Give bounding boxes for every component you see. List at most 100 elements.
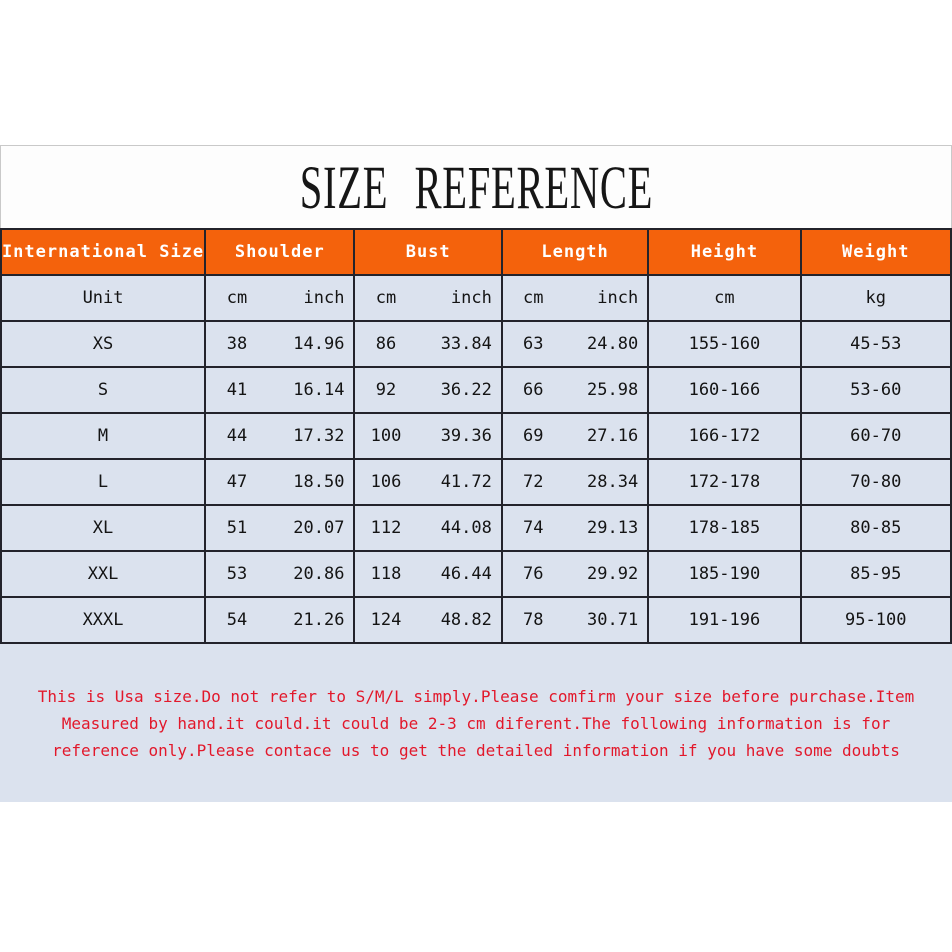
height-cell: 160-166 xyxy=(649,368,802,412)
length-cm-value: 72 xyxy=(522,472,544,492)
size-cell: M xyxy=(2,414,207,458)
size-table: International Size Shoulder Bust Length … xyxy=(0,228,952,644)
bust-cell: 112 44.08 xyxy=(355,506,503,550)
shoulder-cell: 47 18.50 xyxy=(206,460,356,504)
length-inch-value: 24.80 xyxy=(587,334,639,354)
length-cell: 69 27.16 xyxy=(503,414,650,458)
height-unit-cell: cm xyxy=(649,276,802,320)
length-inch-value: 25.98 xyxy=(587,380,639,400)
bust-cell: 86 33.84 xyxy=(355,322,503,366)
shoulder-cell: 54 21.26 xyxy=(206,598,356,642)
height-cell: 185-190 xyxy=(649,552,802,596)
size-cell: XL xyxy=(2,506,207,550)
column-header-shoulder: Shoulder xyxy=(206,230,356,274)
bust-cm-value: 92 xyxy=(375,380,397,400)
weight-cell: 70-80 xyxy=(850,472,902,492)
bust-cell: 124 48.82 xyxy=(355,598,503,642)
shoulder-cm-value: 38 xyxy=(226,334,248,354)
length-cm-value: 78 xyxy=(522,610,544,630)
bust-inch-value: 33.84 xyxy=(440,334,492,354)
unit-label-cell: Unit xyxy=(2,276,207,320)
bust-unit-cm: cm xyxy=(375,288,397,308)
length-cm-value: 74 xyxy=(522,518,544,538)
bust-cm-value: 86 xyxy=(375,334,397,354)
shoulder-cell: 44 17.32 xyxy=(206,414,356,458)
shoulder-cm-value: 53 xyxy=(226,564,248,584)
shoulder-cm-value: 51 xyxy=(226,518,248,538)
disclaimer-note: This is Usa size.Do not refer to S/M/L s… xyxy=(0,644,952,802)
weight-cell: 60-70 xyxy=(850,426,902,446)
size-cell: L xyxy=(2,460,207,504)
bust-unit-inch: inch xyxy=(450,288,492,308)
length-inch-value: 29.92 xyxy=(587,564,639,584)
shoulder-cell: 51 20.07 xyxy=(206,506,356,550)
table-row-xs: XS 38 14.96 86 33.84 63 24.80 155-160 45… xyxy=(2,320,950,366)
shoulder-unit-cm: cm xyxy=(226,288,248,308)
shoulder-cell: 38 14.96 xyxy=(206,322,356,366)
weight-cell: 80-85 xyxy=(850,518,902,538)
length-cell: 78 30.71 xyxy=(503,598,650,642)
column-header-length: Length xyxy=(503,230,650,274)
shoulder-cm-value: 47 xyxy=(226,472,248,492)
shoulder-inch-value: 14.96 xyxy=(293,334,345,354)
bust-cm-value: 100 xyxy=(370,426,402,446)
shoulder-inch-value: 17.32 xyxy=(293,426,345,446)
length-inch-value: 28.34 xyxy=(587,472,639,492)
table-row-xxxl: XXXL 54 21.26 124 48.82 78 30.71 191-196… xyxy=(2,596,950,642)
length-cell: 63 24.80 xyxy=(503,322,650,366)
note-line: Measured by hand.it could.it could be 2-… xyxy=(61,713,891,733)
length-unit-inch: inch xyxy=(597,288,639,308)
table-row-m: M 44 17.32 100 39.36 69 27.16 166-172 60… xyxy=(2,412,950,458)
bust-inch-value: 44.08 xyxy=(440,518,492,538)
shoulder-cell: 41 16.14 xyxy=(206,368,356,412)
length-cm-value: 69 xyxy=(522,426,544,446)
length-cell: 72 28.34 xyxy=(503,460,650,504)
length-cm-value: 76 xyxy=(522,564,544,584)
note-line: This is Usa size.Do not refer to S/M/L s… xyxy=(37,686,915,706)
height-cell: 191-196 xyxy=(649,598,802,642)
shoulder-unit-inch: inch xyxy=(303,288,345,308)
table-row-s: S 41 16.14 92 36.22 66 25.98 160-166 53-… xyxy=(2,366,950,412)
shoulder-cm-value: 44 xyxy=(226,426,248,446)
height-cell: 166-172 xyxy=(649,414,802,458)
column-header-height: Height xyxy=(649,230,802,274)
shoulder-inch-value: 16.14 xyxy=(293,380,345,400)
height-cell: 155-160 xyxy=(649,322,802,366)
bust-inch-value: 41.72 xyxy=(440,472,492,492)
weight-cell: 85-95 xyxy=(850,564,902,584)
note-line: reference only.Please contace us to get … xyxy=(52,740,900,760)
bust-inch-value: 36.22 xyxy=(440,380,492,400)
size-cell: XXXL xyxy=(2,598,207,642)
bust-cm-value: 106 xyxy=(370,472,402,492)
column-header-bust: Bust xyxy=(355,230,503,274)
length-cell: 76 29.92 xyxy=(503,552,650,596)
bust-inch-value: 39.36 xyxy=(440,426,492,446)
size-cell: S xyxy=(2,368,207,412)
bust-cm-value: 124 xyxy=(370,610,402,630)
length-inch-value: 29.13 xyxy=(587,518,639,538)
shoulder-cell: 53 20.86 xyxy=(206,552,356,596)
bust-inch-value: 46.44 xyxy=(440,564,492,584)
bust-cell: 92 36.22 xyxy=(355,368,503,412)
table-row-xl: XL 51 20.07 112 44.08 74 29.13 178-185 8… xyxy=(2,504,950,550)
height-cell: 178-185 xyxy=(649,506,802,550)
bust-cm-value: 112 xyxy=(370,518,402,538)
bust-inch-value: 48.82 xyxy=(440,610,492,630)
length-cell: 74 29.13 xyxy=(503,506,650,550)
length-unit-cell: cm inch xyxy=(503,276,650,320)
weight-cell: 53-60 xyxy=(850,380,902,400)
unit-row: Unit cm inch cm inch cm inch cm kg xyxy=(2,274,950,320)
table-row-l: L 47 18.50 106 41.72 72 28.34 172-178 70… xyxy=(2,458,950,504)
bust-cm-value: 118 xyxy=(370,564,402,584)
bust-cell: 100 39.36 xyxy=(355,414,503,458)
shoulder-inch-value: 20.86 xyxy=(293,564,345,584)
size-cell: XXL xyxy=(2,552,207,596)
size-cell: XS xyxy=(2,322,207,366)
length-cm-value: 66 xyxy=(522,380,544,400)
shoulder-cm-value: 54 xyxy=(226,610,248,630)
title-band: SIZE REFERENCE xyxy=(0,145,952,228)
shoulder-inch-value: 18.50 xyxy=(293,472,345,492)
shoulder-cm-value: 41 xyxy=(226,380,248,400)
weight-unit-cell: kg xyxy=(865,288,886,308)
table-row-xxl: XXL 53 20.86 118 46.44 76 29.92 185-190 … xyxy=(2,550,950,596)
